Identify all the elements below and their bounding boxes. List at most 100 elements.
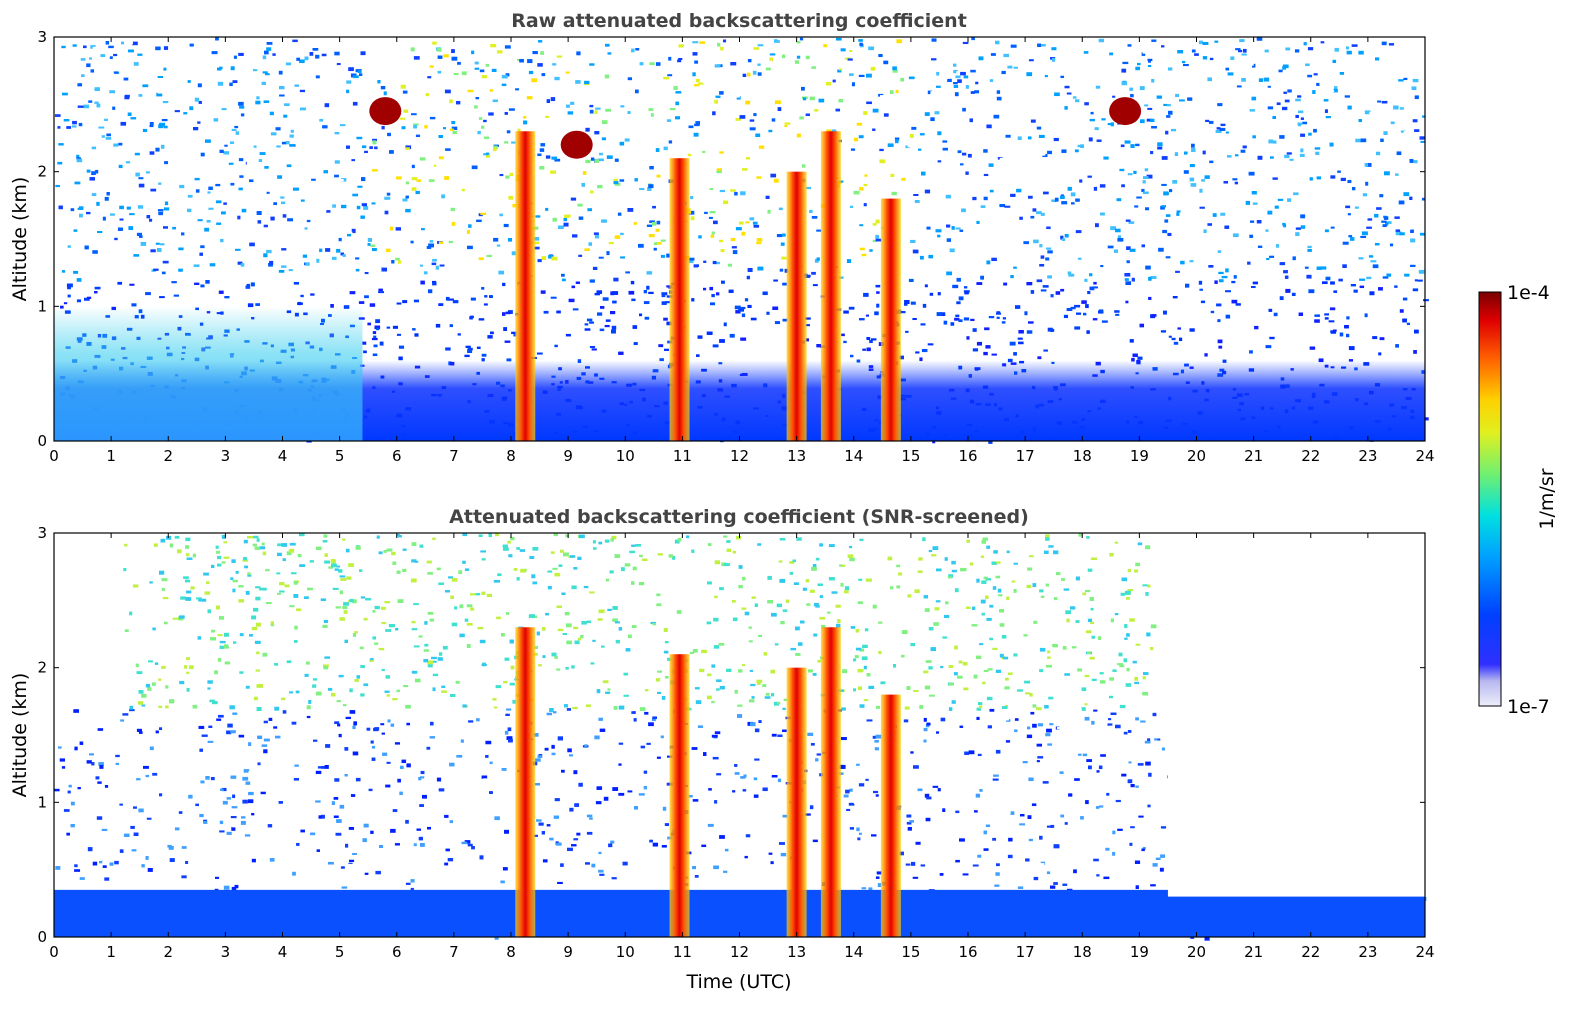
noise-pixel	[311, 787, 315, 791]
noise-pixel	[971, 37, 975, 41]
noise-pixel	[327, 687, 333, 691]
noise-pixel	[735, 227, 742, 231]
noise-pixel	[1024, 84, 1028, 87]
noise-pixel	[958, 296, 964, 301]
noise-pixel	[552, 63, 557, 66]
noise-pixel	[792, 559, 796, 563]
noise-pixel	[742, 576, 746, 581]
noise-pixel	[431, 255, 437, 259]
noise-pixel	[1300, 225, 1306, 229]
noise-pixel	[1314, 319, 1320, 323]
noise-pixel	[716, 183, 720, 187]
noise-pixel	[1424, 96, 1429, 100]
noise-pixel	[974, 810, 978, 813]
noise-pixel	[220, 238, 224, 243]
noise-pixel	[1047, 743, 1053, 746]
noise-pixel	[1232, 233, 1239, 238]
noise-pixel	[991, 107, 995, 110]
noise-pixel	[1198, 168, 1202, 172]
noise-pixel	[217, 658, 222, 662]
noise-pixel	[374, 146, 378, 150]
noise-pixel	[631, 298, 636, 302]
noise-pixel	[422, 794, 427, 799]
noise-pixel	[295, 690, 300, 694]
noise-pixel	[466, 604, 473, 608]
noise-pixel	[316, 258, 320, 263]
noise-pixel	[276, 145, 281, 148]
noise-pixel	[655, 228, 660, 232]
noise-pixel	[462, 533, 468, 537]
noise-pixel	[843, 310, 849, 314]
noise-pixel	[854, 655, 859, 659]
noise-pixel	[1218, 271, 1224, 275]
noise-pixel	[221, 211, 226, 215]
noise-pixel	[1047, 250, 1053, 254]
noise-pixel	[753, 777, 758, 781]
noise-pixel	[1049, 723, 1054, 726]
noise-pixel	[1067, 257, 1073, 261]
noise-pixel	[1386, 273, 1392, 277]
noise-pixel	[385, 629, 392, 632]
noise-pixel	[658, 344, 664, 348]
noise-pixel	[858, 135, 864, 139]
noise-pixel	[533, 237, 540, 241]
noise-pixel	[887, 143, 894, 147]
noise-pixel	[1222, 177, 1226, 180]
noise-pixel	[676, 122, 683, 127]
x-tick-label: 18	[1073, 943, 1092, 961]
noise-pixel	[1136, 121, 1141, 125]
noise-pixel	[1252, 135, 1256, 139]
noise-pixel	[599, 328, 605, 332]
noise-pixel	[1180, 260, 1185, 265]
noise-pixel	[569, 555, 576, 558]
noise-pixel	[155, 46, 161, 51]
noise-pixel	[194, 177, 200, 181]
noise-pixel	[199, 748, 203, 752]
noise-pixel	[1348, 346, 1355, 351]
noise-pixel	[395, 257, 400, 261]
noise-pixel	[1137, 763, 1144, 766]
noise-pixel	[1122, 61, 1129, 65]
noise-pixel	[1367, 218, 1373, 221]
noise-pixel	[586, 831, 593, 835]
noise-pixel	[240, 820, 246, 825]
noise-pixel	[1285, 288, 1291, 293]
noise-pixel	[1067, 888, 1073, 891]
noise-pixel	[1135, 885, 1139, 890]
noise-pixel	[178, 811, 183, 814]
noise-pixel	[1224, 223, 1229, 228]
noise-pixel	[840, 48, 846, 52]
noise-pixel	[67, 294, 71, 298]
noise-pixel	[156, 92, 163, 97]
noise-pixel	[67, 218, 71, 221]
noise-pixel	[780, 621, 785, 625]
noise-pixel	[354, 679, 359, 682]
noise-pixel	[639, 554, 643, 558]
noise-pixel	[723, 870, 728, 873]
noise-pixel	[599, 728, 606, 732]
noise-pixel	[840, 737, 847, 741]
noise-pixel	[345, 716, 351, 720]
noise-pixel	[372, 140, 377, 145]
noise-pixel	[136, 778, 141, 781]
noise-pixel	[572, 706, 578, 710]
noise-pixel	[397, 535, 402, 538]
noise-pixel	[132, 886, 137, 890]
noise-pixel	[106, 192, 110, 196]
noise-pixel	[1127, 173, 1133, 176]
noise-pixel	[158, 749, 163, 752]
noise-pixel	[58, 746, 62, 749]
noise-pixel	[513, 568, 518, 571]
noise-pixel	[1376, 151, 1381, 156]
noise-pixel	[912, 876, 919, 879]
noise-pixel	[749, 119, 755, 122]
noise-pixel	[451, 792, 455, 797]
noise-pixel	[1187, 97, 1193, 101]
noise-pixel	[1119, 168, 1125, 172]
noise-pixel	[232, 588, 236, 593]
noise-pixel	[1171, 128, 1177, 132]
noise-pixel	[163, 46, 169, 50]
noise-pixel	[423, 271, 428, 275]
noise-pixel	[1220, 212, 1226, 216]
atmospheric-features	[54, 533, 1425, 937]
